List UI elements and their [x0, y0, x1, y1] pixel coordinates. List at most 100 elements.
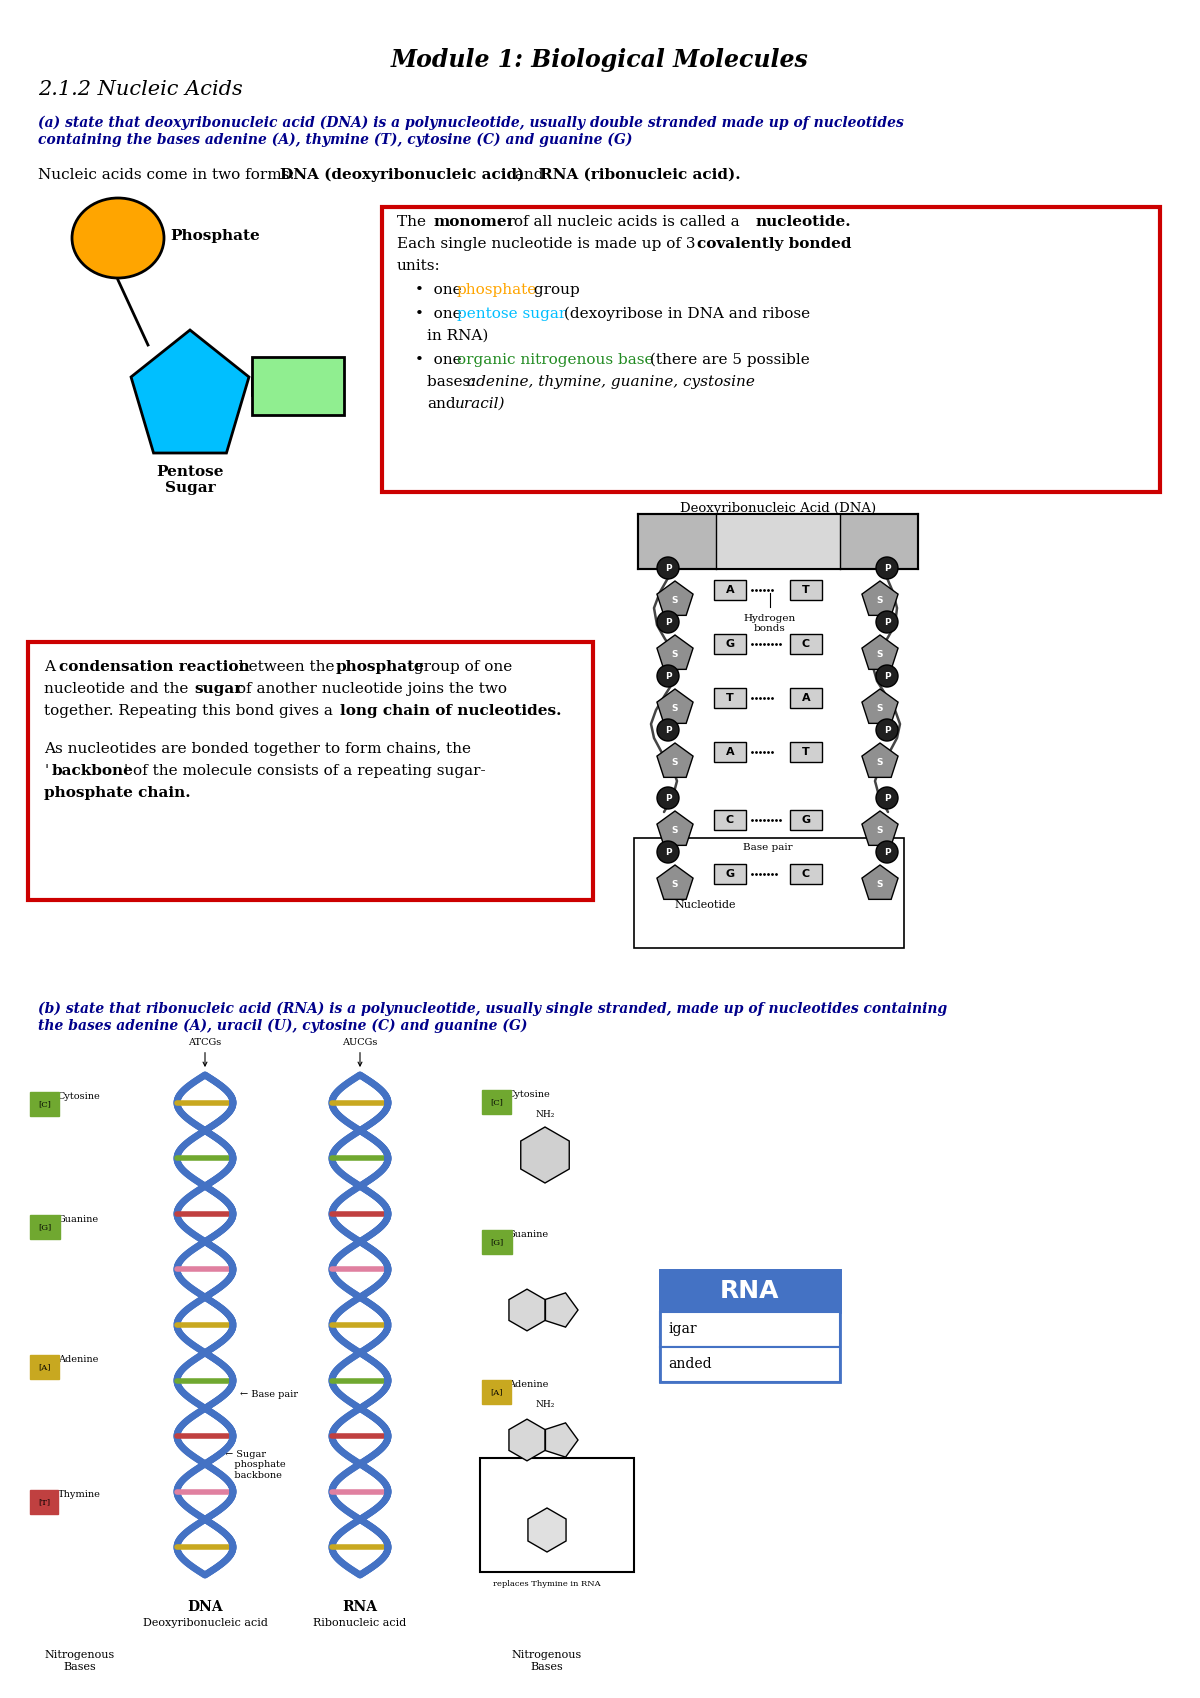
- Text: Pentose
Sugar: Pentose Sugar: [156, 465, 223, 496]
- Polygon shape: [546, 1423, 578, 1457]
- Circle shape: [876, 666, 898, 688]
- Bar: [790, 581, 822, 599]
- Text: P: P: [883, 618, 890, 627]
- Text: and: and: [510, 168, 548, 182]
- Text: Thymine: Thymine: [58, 1491, 101, 1499]
- Text: P: P: [883, 725, 890, 735]
- Text: Hydrogen
bonds: Hydrogen bonds: [744, 615, 796, 633]
- Text: Nitrogenous
Bases: Nitrogenous Bases: [44, 1650, 115, 1671]
- Ellipse shape: [72, 199, 164, 278]
- Text: G: G: [802, 815, 810, 825]
- Bar: [716, 514, 840, 569]
- Text: of another nucleotide joins the two: of another nucleotide joins the two: [232, 683, 508, 696]
- Text: •  one: • one: [415, 307, 467, 321]
- Text: group of one: group of one: [409, 661, 512, 674]
- Bar: [660, 1270, 840, 1313]
- Circle shape: [876, 786, 898, 808]
- Bar: [252, 357, 344, 414]
- Text: P: P: [883, 564, 890, 572]
- Text: nucleotide.: nucleotide.: [755, 216, 851, 229]
- Text: RNA: RNA: [720, 1279, 780, 1302]
- Text: As nucleotides are bonded together to form chains, the: As nucleotides are bonded together to fo…: [44, 742, 470, 756]
- Text: (there are 5 possible: (there are 5 possible: [646, 353, 810, 367]
- Text: S: S: [672, 757, 678, 766]
- Bar: [790, 864, 822, 885]
- Text: and: and: [427, 397, 456, 411]
- Bar: [714, 633, 746, 654]
- Text: long chain of nucleotides.: long chain of nucleotides.: [340, 705, 562, 718]
- Text: A: A: [726, 747, 734, 757]
- Text: AUCGs: AUCGs: [342, 1037, 378, 1066]
- Text: phosphate: phosphate: [457, 284, 538, 297]
- Text: [C]: [C]: [490, 1099, 503, 1105]
- Text: bases:: bases:: [427, 375, 480, 389]
- Text: S: S: [672, 703, 678, 713]
- Polygon shape: [862, 635, 898, 669]
- Text: Sugar-
phosphate
backbone: Sugar- phosphate backbone: [653, 525, 701, 554]
- Circle shape: [876, 611, 898, 633]
- Text: S: S: [877, 703, 883, 713]
- Text: monomer: monomer: [433, 216, 515, 229]
- Text: Deoxyribonucleic Acid (DNA): Deoxyribonucleic Acid (DNA): [680, 503, 876, 514]
- Text: Nitrogenous
Bases: Nitrogenous Bases: [512, 1650, 582, 1671]
- Text: P: P: [665, 618, 671, 627]
- Text: T: T: [802, 586, 810, 594]
- Text: (a) state that deoxyribonucleic acid (DNA) is a polynucleotide, usually double s: (a) state that deoxyribonucleic acid (DN…: [38, 115, 904, 148]
- Text: of all nucleic acids is called a: of all nucleic acids is called a: [509, 216, 744, 229]
- Polygon shape: [862, 689, 898, 723]
- Text: ← Base pair: ← Base pair: [240, 1391, 298, 1399]
- Text: Nucleic acids come in two forms:: Nucleic acids come in two forms:: [38, 168, 300, 182]
- Text: sugar: sugar: [194, 683, 242, 696]
- Text: G: G: [726, 638, 734, 649]
- Polygon shape: [862, 744, 898, 778]
- Polygon shape: [131, 329, 248, 453]
- Polygon shape: [521, 1127, 569, 1184]
- Text: Guanine: Guanine: [508, 1229, 550, 1240]
- Bar: [660, 1313, 840, 1347]
- Bar: [714, 581, 746, 599]
- Text: T: T: [726, 693, 734, 703]
- Text: Base pair: Base pair: [743, 842, 793, 852]
- Text: Module 1: Biological Molecules: Module 1: Biological Molecules: [391, 48, 809, 71]
- Text: Adenine: Adenine: [58, 1355, 98, 1363]
- Polygon shape: [862, 864, 898, 900]
- Circle shape: [658, 611, 679, 633]
- Text: T: T: [802, 747, 810, 757]
- Text: S: S: [877, 880, 883, 888]
- Text: S: S: [877, 596, 883, 604]
- Text: S: S: [672, 596, 678, 604]
- Polygon shape: [656, 581, 694, 615]
- Text: P: P: [883, 671, 890, 681]
- Bar: [714, 688, 746, 708]
- Text: Each single nucleotide is made up of 3: Each single nucleotide is made up of 3: [397, 238, 701, 251]
- Text: between the: between the: [234, 661, 340, 674]
- Text: [A]: [A]: [38, 1363, 50, 1370]
- Text: •  one: • one: [415, 284, 467, 297]
- Text: S: S: [672, 825, 678, 834]
- Polygon shape: [656, 812, 694, 846]
- Text: P: P: [665, 847, 671, 856]
- Text: Ribonucleic acid: Ribonucleic acid: [313, 1618, 407, 1628]
- Polygon shape: [509, 1420, 545, 1460]
- Text: P: P: [665, 671, 671, 681]
- Bar: [714, 864, 746, 885]
- Text: ← Sugar
   phosphate
   backbone: ← Sugar phosphate backbone: [226, 1450, 286, 1479]
- Text: S: S: [877, 825, 883, 834]
- Text: P: P: [883, 847, 890, 856]
- Text: Guanine: Guanine: [58, 1216, 100, 1224]
- FancyBboxPatch shape: [382, 207, 1160, 492]
- Polygon shape: [656, 635, 694, 669]
- FancyBboxPatch shape: [480, 1459, 634, 1572]
- Polygon shape: [509, 1289, 545, 1331]
- Text: uracil): uracil): [455, 397, 505, 411]
- Text: RNA: RNA: [342, 1600, 378, 1615]
- Text: NH₂: NH₂: [535, 1399, 554, 1409]
- Text: [G]: [G]: [38, 1223, 52, 1231]
- Circle shape: [876, 718, 898, 740]
- Bar: [660, 1270, 840, 1382]
- Bar: [714, 810, 746, 830]
- Text: Cytosine: Cytosine: [508, 1090, 551, 1099]
- Text: DNA: DNA: [187, 1600, 223, 1615]
- Text: A: A: [802, 693, 810, 703]
- Text: base pairs: base pairs: [749, 526, 808, 537]
